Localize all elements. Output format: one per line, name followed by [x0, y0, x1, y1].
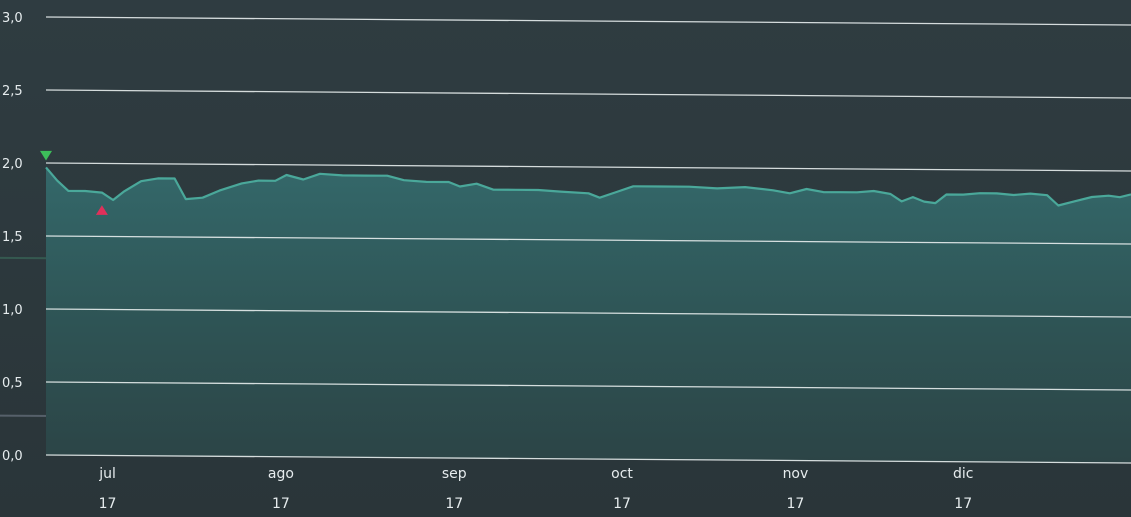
x-tick-month-nov: nov [783, 466, 809, 482]
gridline-3 [45, 235, 1131, 245]
gridline-5 [45, 89, 1131, 99]
x-tick-year-sep: 17 [445, 496, 463, 512]
gridline-6 [45, 16, 1131, 26]
x-tick-month-sep: sep [442, 466, 467, 482]
gridline-0 [45, 454, 1131, 464]
gridline-4 [45, 162, 1131, 172]
marker-triangle-down [40, 150, 52, 161]
y-tick-label: 2,5 [2, 84, 23, 99]
x-tick-year-dic: 17 [954, 496, 972, 512]
y-tick-label: 1,5 [2, 230, 23, 245]
y-tick-label: 2,0 [2, 157, 23, 172]
x-tick-month-ago: ago [268, 466, 294, 482]
y-tick-label: 3,0 [2, 11, 23, 26]
marker-layer [40, 150, 108, 215]
series-line [45, 166, 1131, 207]
x-tick-year-oct: 17 [613, 496, 631, 512]
x-axis-ticks: jul 17 ago 17 sep 17 oct 17 nov 17 dic 17 [98, 466, 973, 512]
x-tick-month-jul: jul [98, 466, 116, 482]
y-axis-ticks: 0,0 0,5 1,0 1,5 2,0 2,5 3,0 [2, 11, 23, 464]
gridline-2 [45, 308, 1131, 318]
x-tick-year-ago: 17 [272, 496, 290, 512]
marker-triangle-up [95, 205, 108, 215]
y-tick-label: 0,0 [2, 449, 23, 464]
area-layer [46, 167, 1131, 463]
x-tick-month-dic: dic [953, 466, 973, 482]
line-layer [45, 166, 1131, 207]
y-tick-label: 0,5 [2, 376, 23, 391]
series-area [46, 167, 1131, 463]
x-tick-year-nov: 17 [787, 496, 805, 512]
x-tick-month-oct: oct [611, 466, 633, 482]
x-tick-year-jul: 17 [99, 496, 117, 512]
gridline-1 [45, 381, 1131, 391]
grid-layer [45, 16, 1131, 464]
y-tick-label: 1,0 [2, 303, 23, 318]
